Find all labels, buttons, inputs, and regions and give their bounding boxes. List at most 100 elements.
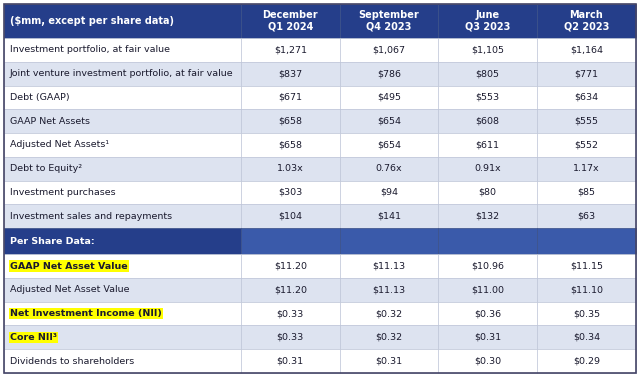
Text: Per Share Data:: Per Share Data: bbox=[10, 237, 95, 246]
Text: $771: $771 bbox=[574, 69, 598, 78]
Bar bbox=[241, 133, 340, 157]
Bar bbox=[340, 86, 438, 109]
Bar bbox=[241, 4, 340, 38]
Bar bbox=[4, 349, 241, 373]
Text: 1.03x: 1.03x bbox=[277, 164, 303, 173]
Bar bbox=[537, 157, 636, 181]
Bar bbox=[4, 157, 241, 181]
Text: $0.35: $0.35 bbox=[573, 309, 600, 318]
Text: $0.32: $0.32 bbox=[375, 309, 403, 318]
Bar bbox=[340, 302, 438, 325]
Bar bbox=[241, 278, 340, 302]
Text: March
Q2 2023: March Q2 2023 bbox=[564, 10, 609, 32]
Text: $80: $80 bbox=[479, 188, 497, 197]
Bar bbox=[438, 62, 537, 86]
Bar bbox=[241, 62, 340, 86]
Text: $553: $553 bbox=[476, 93, 500, 102]
Bar bbox=[537, 109, 636, 133]
Bar bbox=[241, 302, 340, 325]
Text: $552: $552 bbox=[574, 141, 598, 149]
Text: 0.91x: 0.91x bbox=[474, 164, 500, 173]
Bar bbox=[438, 204, 537, 228]
Text: June
Q3 2023: June Q3 2023 bbox=[465, 10, 510, 32]
Bar bbox=[340, 4, 438, 38]
Bar bbox=[340, 325, 438, 349]
Text: 1.17x: 1.17x bbox=[573, 164, 600, 173]
Bar bbox=[4, 325, 241, 349]
Bar bbox=[4, 109, 241, 133]
Text: $654: $654 bbox=[377, 117, 401, 126]
Text: $555: $555 bbox=[574, 117, 598, 126]
Text: $0.34: $0.34 bbox=[573, 333, 600, 342]
Text: $495: $495 bbox=[377, 93, 401, 102]
Bar bbox=[438, 325, 537, 349]
Text: $11.13: $11.13 bbox=[372, 285, 406, 294]
Text: $132: $132 bbox=[476, 212, 500, 221]
Bar bbox=[537, 228, 636, 254]
Bar bbox=[438, 181, 537, 204]
Text: $654: $654 bbox=[377, 141, 401, 149]
Text: $837: $837 bbox=[278, 69, 302, 78]
Text: $1,164: $1,164 bbox=[570, 45, 603, 54]
Text: $0.31: $0.31 bbox=[375, 357, 403, 366]
Bar bbox=[4, 133, 241, 157]
Bar bbox=[438, 86, 537, 109]
Bar bbox=[340, 254, 438, 278]
Bar bbox=[4, 254, 241, 278]
Text: $611: $611 bbox=[476, 141, 499, 149]
Text: $0.33: $0.33 bbox=[276, 333, 304, 342]
Bar bbox=[4, 4, 241, 38]
Bar bbox=[241, 86, 340, 109]
Text: $1,067: $1,067 bbox=[372, 45, 405, 54]
Text: Investment sales and repayments: Investment sales and repayments bbox=[10, 212, 172, 221]
Text: $11.10: $11.10 bbox=[570, 285, 603, 294]
Text: 0.76x: 0.76x bbox=[376, 164, 402, 173]
Bar bbox=[438, 278, 537, 302]
Bar bbox=[241, 38, 340, 62]
Text: $658: $658 bbox=[278, 141, 302, 149]
Text: $11.20: $11.20 bbox=[274, 285, 307, 294]
Bar bbox=[4, 302, 241, 325]
Bar bbox=[438, 4, 537, 38]
Bar bbox=[438, 302, 537, 325]
Text: $63: $63 bbox=[577, 212, 595, 221]
Text: ($mm, except per share data): ($mm, except per share data) bbox=[10, 16, 174, 26]
Bar bbox=[241, 325, 340, 349]
Bar bbox=[340, 349, 438, 373]
Text: September
Q4 2023: September Q4 2023 bbox=[358, 10, 419, 32]
Bar bbox=[241, 157, 340, 181]
Text: $608: $608 bbox=[476, 117, 499, 126]
Bar bbox=[438, 38, 537, 62]
Text: $634: $634 bbox=[574, 93, 598, 102]
Bar bbox=[537, 62, 636, 86]
Bar bbox=[340, 278, 438, 302]
Text: Net Investment Income (NII): Net Investment Income (NII) bbox=[10, 309, 162, 318]
Bar bbox=[537, 278, 636, 302]
Text: $85: $85 bbox=[577, 188, 595, 197]
Bar bbox=[537, 204, 636, 228]
Bar bbox=[340, 38, 438, 62]
Bar bbox=[4, 86, 241, 109]
Text: $0.32: $0.32 bbox=[375, 333, 403, 342]
Text: $1,105: $1,105 bbox=[471, 45, 504, 54]
Bar bbox=[537, 86, 636, 109]
Bar bbox=[438, 133, 537, 157]
Text: $94: $94 bbox=[380, 188, 398, 197]
Text: $303: $303 bbox=[278, 188, 303, 197]
Bar bbox=[537, 302, 636, 325]
Text: $11.13: $11.13 bbox=[372, 262, 406, 271]
Bar bbox=[241, 254, 340, 278]
Bar bbox=[340, 109, 438, 133]
Bar bbox=[340, 204, 438, 228]
Bar bbox=[340, 228, 438, 254]
Text: Investment purchases: Investment purchases bbox=[10, 188, 116, 197]
Text: $11.15: $11.15 bbox=[570, 262, 603, 271]
Text: $0.33: $0.33 bbox=[276, 309, 304, 318]
Text: $104: $104 bbox=[278, 212, 302, 221]
Text: $0.29: $0.29 bbox=[573, 357, 600, 366]
Text: $141: $141 bbox=[377, 212, 401, 221]
Text: $786: $786 bbox=[377, 69, 401, 78]
Bar bbox=[537, 254, 636, 278]
Bar bbox=[241, 204, 340, 228]
Bar bbox=[4, 181, 241, 204]
